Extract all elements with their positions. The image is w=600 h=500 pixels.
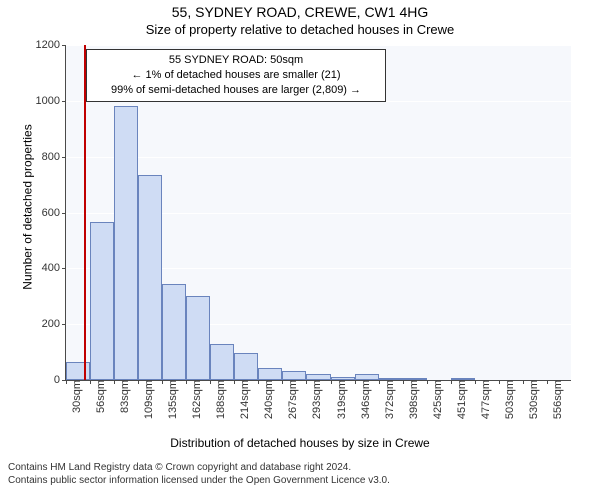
x-tick-label: 346sqm: [358, 380, 372, 419]
x-axis-label: Distribution of detached houses by size …: [0, 436, 600, 450]
histogram-bar: [258, 368, 282, 380]
x-tick-mark: [66, 380, 67, 384]
x-tick-mark: [331, 380, 332, 384]
x-tick-mark: [186, 380, 187, 384]
x-tick-label: 240sqm: [261, 380, 275, 419]
histogram-bar: [234, 353, 258, 380]
info-box-line3: 99% of semi-detached houses are larger (…: [95, 83, 377, 98]
x-tick-mark: [379, 380, 380, 384]
x-tick-label: 319sqm: [334, 380, 348, 419]
x-tick-label: 30sqm: [69, 380, 83, 413]
x-tick-mark: [210, 380, 211, 384]
x-tick-label: 398sqm: [406, 380, 420, 419]
footnote-line2: Contains public sector information licen…: [8, 475, 592, 488]
x-tick-mark: [355, 380, 356, 384]
x-tick-mark: [114, 380, 115, 384]
footnote-line1: Contains HM Land Registry data © Crown c…: [8, 462, 592, 475]
x-tick-mark: [499, 380, 500, 384]
y-axis-label: Number of detached properties: [21, 40, 35, 375]
page-subtitle: Size of property relative to detached ho…: [0, 22, 600, 37]
x-tick-label: 162sqm: [189, 380, 203, 419]
x-tick-mark: [282, 380, 283, 384]
x-tick-label: 83sqm: [117, 380, 131, 413]
x-tick-label: 188sqm: [213, 380, 227, 419]
info-box: 55 SYDNEY ROAD: 50sqm ← 1% of detached h…: [86, 49, 386, 102]
x-tick-label: 214sqm: [237, 380, 251, 419]
x-tick-label: 267sqm: [285, 380, 299, 419]
x-tick-mark: [258, 380, 259, 384]
histogram-bar: [186, 296, 210, 380]
histogram-bar: [114, 106, 138, 380]
x-tick-label: 556sqm: [550, 380, 564, 419]
x-tick-mark: [90, 380, 91, 384]
histogram-bar: [138, 175, 162, 380]
x-tick-mark: [523, 380, 524, 384]
x-tick-mark: [138, 380, 139, 384]
x-tick-label: 135sqm: [165, 380, 179, 419]
x-tick-label: 451sqm: [454, 380, 468, 419]
x-tick-label: 109sqm: [141, 380, 155, 419]
chart-container: 55, SYDNEY ROAD, CREWE, CW1 4HG Size of …: [0, 0, 600, 500]
x-tick-mark: [427, 380, 428, 384]
x-axis-label-text: Distribution of detached houses by size …: [170, 436, 429, 450]
x-tick-label: 56sqm: [93, 380, 107, 413]
plot-area: 55 SYDNEY ROAD: 50sqm ← 1% of detached h…: [65, 45, 571, 381]
x-tick-mark: [475, 380, 476, 384]
x-tick-mark: [162, 380, 163, 384]
info-box-line2: ← 1% of detached houses are smaller (21): [95, 68, 377, 83]
x-tick-label: 293sqm: [309, 380, 323, 419]
y-tick-mark: [62, 213, 66, 214]
x-tick-mark: [403, 380, 404, 384]
y-tick-mark: [62, 45, 66, 46]
histogram-bar: [210, 344, 234, 380]
x-tick-mark: [547, 380, 548, 384]
x-tick-mark: [451, 380, 452, 384]
x-tick-mark: [234, 380, 235, 384]
y-tick-mark: [62, 157, 66, 158]
histogram-bar: [162, 284, 186, 380]
info-box-line1: 55 SYDNEY ROAD: 50sqm: [95, 53, 377, 68]
x-tick-label: 477sqm: [478, 380, 492, 419]
y-tick-mark: [62, 101, 66, 102]
histogram-bar: [282, 371, 306, 380]
x-tick-label: 425sqm: [430, 380, 444, 419]
y-tick-mark: [62, 324, 66, 325]
x-tick-label: 530sqm: [526, 380, 540, 419]
x-tick-mark: [306, 380, 307, 384]
y-tick-mark: [62, 268, 66, 269]
x-tick-label: 503sqm: [502, 380, 516, 419]
x-tick-label: 372sqm: [382, 380, 396, 419]
page-title: 55, SYDNEY ROAD, CREWE, CW1 4HG: [0, 4, 600, 20]
histogram-bar: [90, 222, 114, 380]
footnote: Contains HM Land Registry data © Crown c…: [8, 462, 592, 487]
